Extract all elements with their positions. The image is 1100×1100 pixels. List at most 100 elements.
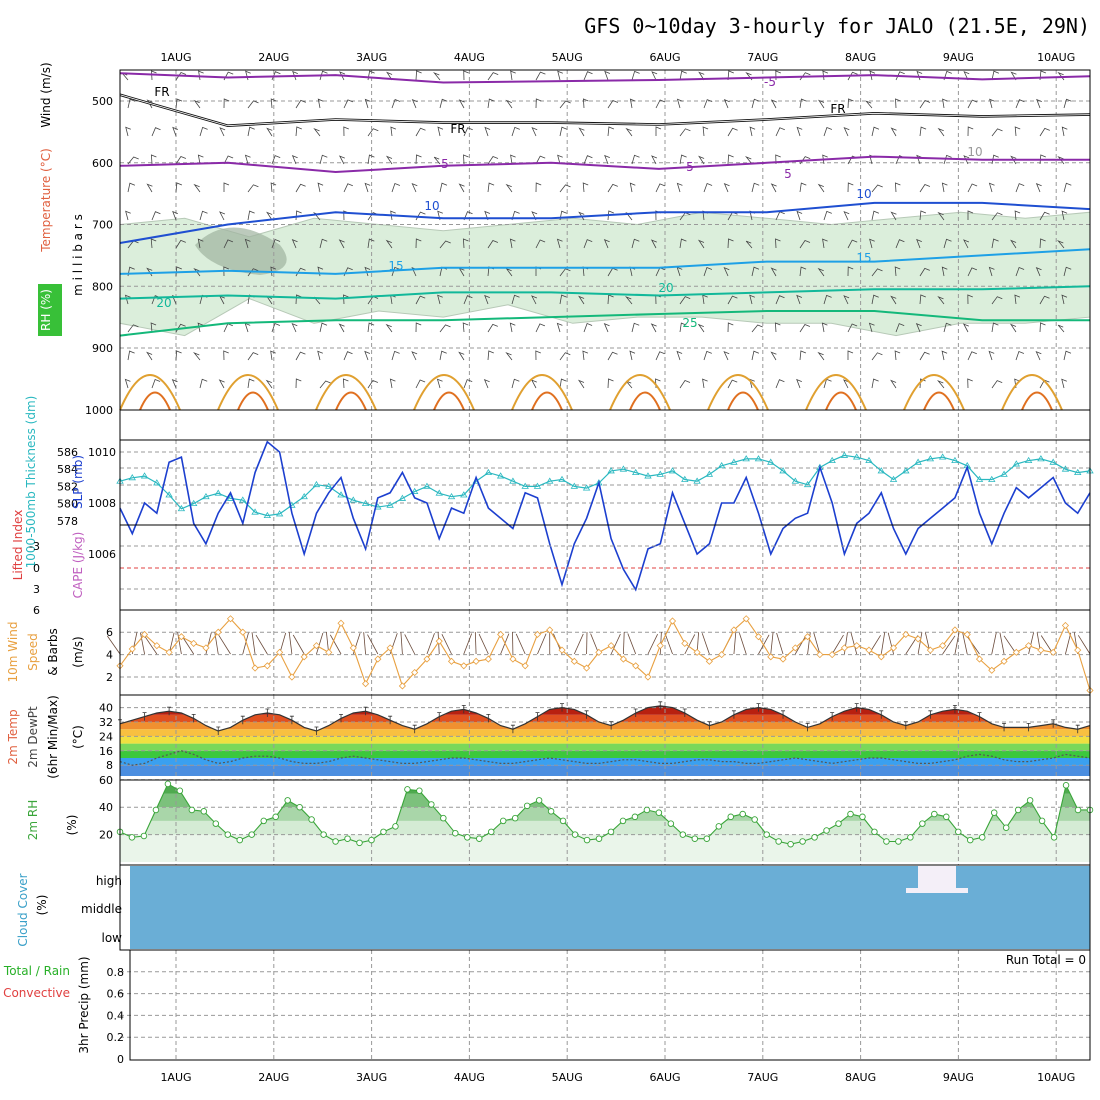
wind-barb: [796, 126, 803, 137]
wind-barb: [343, 351, 353, 361]
wind-barb: [988, 182, 995, 193]
wind-barb: [343, 126, 349, 137]
thickness-point: [570, 482, 579, 489]
wind-barb: [723, 98, 730, 109]
wind-barb: [218, 379, 225, 389]
thickness-point: [902, 467, 910, 474]
rh-point: [128, 834, 136, 841]
wind-speed-point: [693, 648, 701, 656]
wind-barb-10m: [537, 633, 547, 655]
wind-speed-point: [497, 630, 505, 639]
wind-speed-point: [435, 637, 443, 645]
wind-barb-10m: [991, 632, 997, 655]
slp-tick: 1010: [88, 446, 116, 459]
wind-barb: [698, 155, 705, 165]
thickness-point: [705, 470, 714, 477]
rh-point: [703, 835, 711, 842]
wind-barb: [868, 322, 875, 333]
wind-barb: [1035, 351, 1042, 361]
rh-point: [248, 831, 255, 838]
wind-barb: [679, 296, 691, 305]
wind-barb: [338, 155, 345, 165]
rh-point: [931, 810, 938, 818]
wind-barb-10m: [177, 632, 182, 655]
wind-speed-point: [153, 642, 161, 650]
thickness-point: [312, 480, 321, 488]
chart-title: GFS 0~10day 3-hourly for JALO (21.5E, 29…: [584, 14, 1090, 38]
wind-speed-point: [251, 664, 259, 672]
li-tick: 0: [33, 562, 40, 575]
wind-tick: 4: [106, 649, 113, 662]
wind-barb: [535, 323, 546, 333]
wind-speed-point: [362, 680, 370, 688]
wind-barb: [919, 351, 930, 361]
temp-contour-25: [119, 310, 1090, 337]
rh-point: [943, 813, 950, 821]
wind-barb: [583, 322, 593, 333]
rh-point: [380, 828, 387, 836]
wind-barb: [703, 350, 712, 361]
rh-point: [511, 814, 519, 822]
wind-barb: [175, 350, 182, 361]
wind-barb: [1015, 266, 1025, 277]
wind-barb: [703, 266, 713, 277]
rh-point: [955, 828, 962, 836]
rh-point: [308, 816, 315, 823]
rh-point: [428, 801, 435, 808]
wind-barb: [150, 322, 157, 333]
wind-barb: [1014, 210, 1021, 221]
temp-band: [120, 743, 1090, 751]
wind-speed-point: [853, 642, 861, 650]
wind-barb: [847, 239, 858, 249]
wind-barb: [364, 350, 371, 361]
thickness-point: [631, 468, 640, 476]
wind-barb: [391, 98, 401, 109]
temp-contour--5: [119, 72, 1091, 84]
wind-tick: 6: [106, 626, 113, 639]
date-label-top: 5AUG: [552, 51, 583, 64]
thickness-point: [668, 467, 677, 474]
wind-barb: [727, 295, 738, 305]
wind-barb: [295, 294, 302, 305]
wind-barb: [484, 294, 490, 305]
wind-barb: [991, 128, 1003, 137]
cloud-gap-high: [918, 866, 956, 888]
rh-point: [583, 836, 591, 844]
wind-barb: [367, 380, 379, 389]
temp-minmax: [1002, 723, 1007, 732]
wind-barb: [843, 127, 850, 137]
wind-speed-point: [1000, 657, 1008, 665]
wind-speed-point: [926, 646, 934, 654]
thickness-point: [840, 451, 849, 458]
wind-barb-10m: [251, 632, 256, 655]
thickness-point: [889, 475, 898, 482]
wind-barb: [799, 324, 811, 333]
rh-point: [332, 838, 339, 845]
wind-barb: [919, 294, 926, 305]
wind-barb: [509, 238, 516, 249]
precip-convective-label: Convective: [3, 986, 70, 1000]
wind-barb: [865, 100, 873, 109]
wind-barb: [364, 182, 371, 193]
wind-speed-point: [963, 630, 971, 639]
wind-barb-10m: [962, 632, 968, 655]
wind-barb: [244, 322, 251, 333]
wind-barb-10m: [627, 633, 637, 655]
temp-band: [120, 705, 1090, 708]
temp-tick: 32: [99, 716, 113, 729]
pressure-axis-label: m i l l i b a r s: [71, 214, 85, 296]
li-tick: 6: [33, 604, 40, 617]
wind-barb: [1039, 154, 1046, 165]
rh-point: [966, 836, 974, 844]
wind-barb: [175, 182, 183, 193]
wind-barb-10m: [242, 632, 249, 655]
wind-barb: [607, 126, 615, 137]
wind-barb: [583, 71, 593, 81]
wind-barb: [890, 211, 897, 221]
wind-barb: [727, 70, 734, 81]
wind-barb-10m: [770, 632, 774, 655]
wind-barb: [847, 350, 854, 360]
contour-label: 10: [856, 187, 871, 201]
wind-barb: [749, 294, 755, 305]
wind-barb: [1035, 266, 1042, 277]
